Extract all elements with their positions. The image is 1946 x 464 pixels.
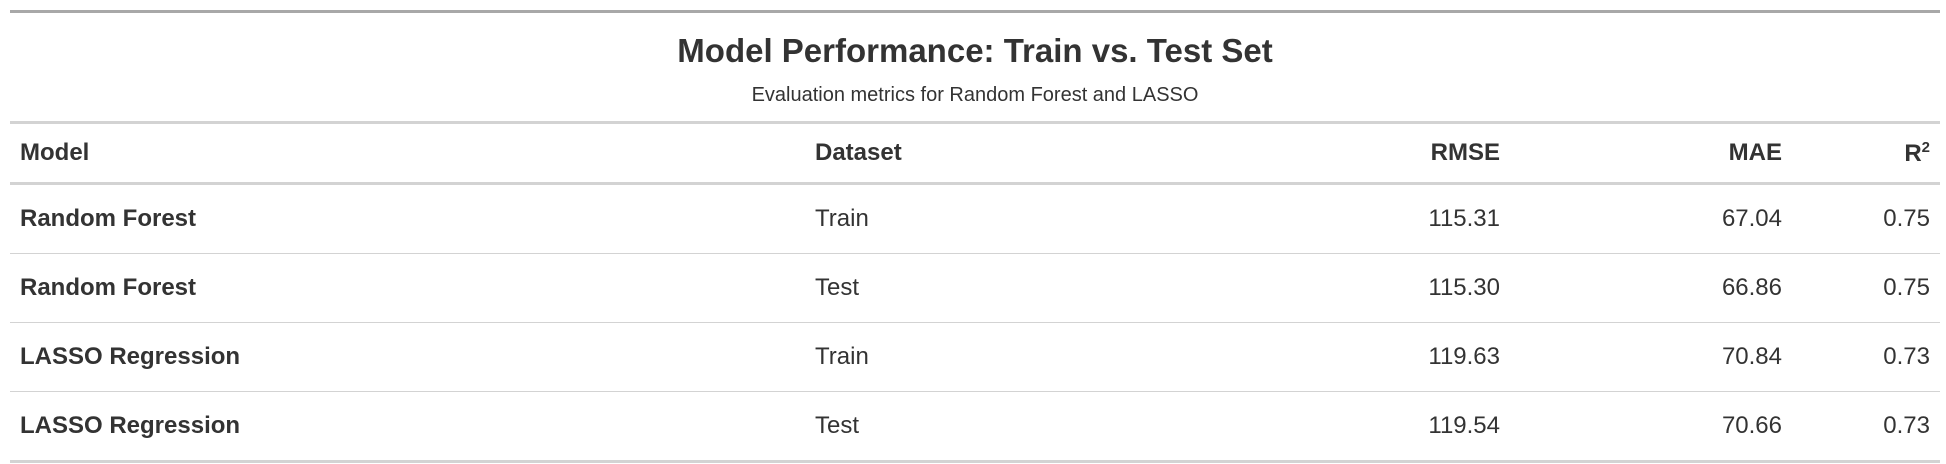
table-row: Random Forest Test 115.30 66.86 0.75 [10, 253, 1940, 323]
cell-r2: 0.75 [1792, 253, 1940, 323]
cell-dataset: Train [805, 183, 1245, 254]
performance-table-container: Model Performance: Train vs. Test Set Ev… [10, 10, 1940, 463]
cell-model: Random Forest [10, 183, 805, 254]
cell-rmse: 115.30 [1245, 253, 1510, 323]
cell-mae: 70.84 [1510, 322, 1792, 392]
cell-r2: 0.73 [1792, 391, 1940, 463]
cell-r2: 0.75 [1792, 183, 1940, 254]
cell-model: LASSO Regression [10, 391, 805, 463]
table-row: LASSO Regression Test 119.54 70.66 0.73 [10, 391, 1940, 463]
cell-r2: 0.73 [1792, 322, 1940, 392]
cell-rmse: 115.31 [1245, 183, 1510, 254]
column-header-mae: MAE [1510, 124, 1792, 185]
table-title: Model Performance: Train vs. Test Set [677, 32, 1273, 69]
table-row: LASSO Regression Train 119.63 70.84 0.73 [10, 322, 1940, 392]
cell-dataset: Test [805, 253, 1245, 323]
cell-mae: 70.66 [1510, 391, 1792, 463]
cell-dataset: Test [805, 391, 1245, 463]
cell-rmse: 119.54 [1245, 391, 1510, 463]
cell-model: LASSO Regression [10, 322, 805, 392]
column-header-r2: R2 [1792, 124, 1940, 185]
cell-dataset: Train [805, 322, 1245, 392]
r2-superscript: 2 [1921, 138, 1930, 156]
cell-model: Random Forest [10, 253, 805, 323]
column-header-dataset: Dataset [805, 124, 1245, 185]
table-heading: Model Performance: Train vs. Test Set Ev… [10, 13, 1940, 124]
cell-mae: 66.86 [1510, 253, 1792, 323]
header-row: Model Dataset RMSE MAE R2 [10, 124, 1940, 185]
cell-rmse: 119.63 [1245, 322, 1510, 392]
table-subtitle: Evaluation metrics for Random Forest and… [751, 84, 1199, 106]
r2-label: R [1904, 139, 1922, 167]
metrics-table: Model Dataset RMSE MAE R2 Random Forest … [10, 124, 1940, 463]
top-rule [10, 10, 1940, 13]
table-row: Random Forest Train 115.31 67.04 0.75 [10, 183, 1940, 254]
column-header-rmse: RMSE [1245, 124, 1510, 185]
cell-mae: 67.04 [1510, 183, 1792, 254]
column-header-model: Model [10, 124, 805, 185]
